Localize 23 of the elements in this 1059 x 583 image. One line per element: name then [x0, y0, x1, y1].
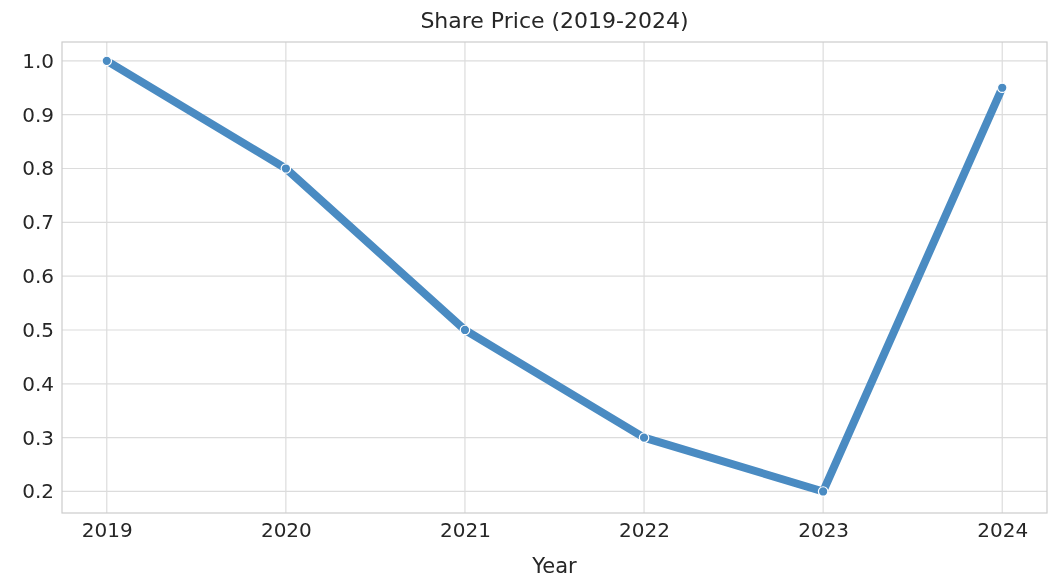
- y-tick-label: 0.8: [22, 156, 54, 181]
- x-tick-label: 2024: [977, 518, 1029, 543]
- point: [459, 324, 471, 336]
- x-tick-label: 2022: [619, 518, 670, 543]
- x-tick-label: 2020: [260, 518, 312, 543]
- y-tick-label: 0.3: [22, 425, 54, 450]
- chart-title: Share Price (2019-2024): [420, 8, 689, 33]
- y-tick-label: 0.6: [22, 264, 54, 289]
- point: [101, 55, 113, 67]
- y-tick-label: 0.4: [22, 371, 54, 396]
- point: [996, 82, 1008, 94]
- x-tick-label: 2019: [81, 518, 133, 543]
- y-tick-label: 0.5: [22, 317, 54, 342]
- y-tick-label: 0.9: [22, 102, 54, 127]
- y-tick-label: 0.2: [22, 479, 54, 504]
- point: [638, 432, 650, 443]
- point: [817, 486, 829, 497]
- y-tick-label: 0.7: [22, 210, 54, 235]
- x-tick-label: 2021: [440, 518, 491, 543]
- x-axis-title: Year: [531, 554, 578, 578]
- point: [280, 163, 292, 174]
- y-tick-label: 1.0: [22, 48, 54, 73]
- x-tick-label: 2023: [798, 518, 850, 543]
